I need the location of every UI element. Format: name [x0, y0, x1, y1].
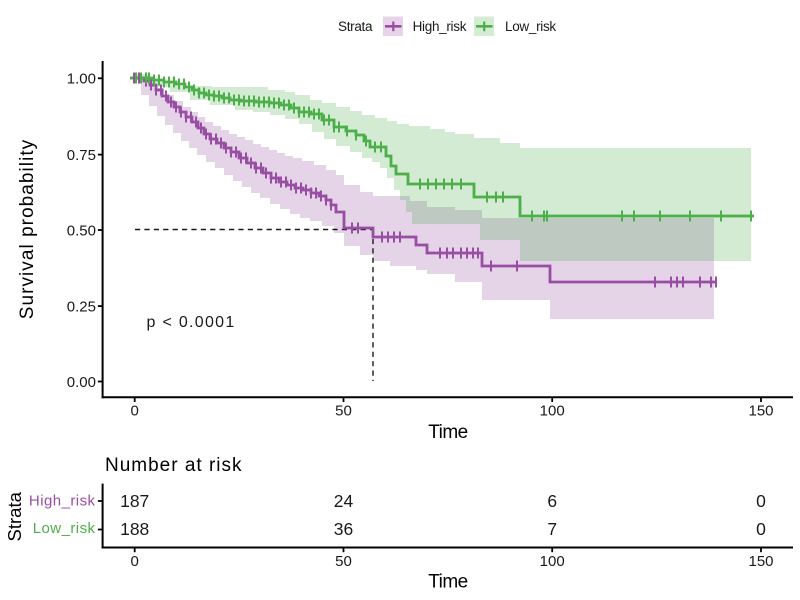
svg-text:187: 187: [120, 491, 149, 511]
svg-text:0.50: 0.50: [67, 222, 96, 239]
svg-text:50: 50: [335, 553, 352, 570]
svg-text:Strata: Strata: [4, 491, 25, 541]
svg-text:0: 0: [131, 553, 139, 570]
svg-text:Strata: Strata: [338, 19, 373, 34]
svg-text:0.75: 0.75: [67, 147, 96, 164]
svg-text:150: 150: [748, 403, 773, 420]
svg-text:Low_risk: Low_risk: [33, 520, 96, 537]
svg-text:p < 0.0001: p < 0.0001: [147, 314, 236, 331]
svg-text:High_risk: High_risk: [29, 493, 96, 510]
svg-text:Survival probability: Survival probability: [17, 139, 38, 319]
svg-text:36: 36: [334, 519, 353, 539]
svg-text:0.25: 0.25: [67, 299, 96, 316]
svg-text:100: 100: [540, 403, 565, 420]
svg-text:188: 188: [120, 519, 149, 539]
svg-text:6: 6: [547, 491, 557, 511]
svg-text:1.00: 1.00: [67, 70, 96, 87]
svg-text:Time: Time: [428, 572, 468, 593]
svg-text:50: 50: [335, 403, 352, 420]
svg-text:7: 7: [547, 519, 557, 539]
svg-text:High_risk: High_risk: [413, 19, 467, 34]
svg-text:0.00: 0.00: [67, 374, 96, 391]
svg-text:0: 0: [756, 491, 766, 511]
svg-text:0: 0: [756, 519, 766, 539]
svg-text:Number at risk: Number at risk: [105, 455, 243, 476]
svg-text:24: 24: [334, 491, 354, 511]
svg-text:150: 150: [748, 553, 773, 570]
svg-text:Low_risk: Low_risk: [505, 19, 556, 34]
svg-text:Time: Time: [428, 422, 468, 443]
svg-text:0: 0: [131, 403, 139, 420]
svg-text:100: 100: [540, 553, 565, 570]
